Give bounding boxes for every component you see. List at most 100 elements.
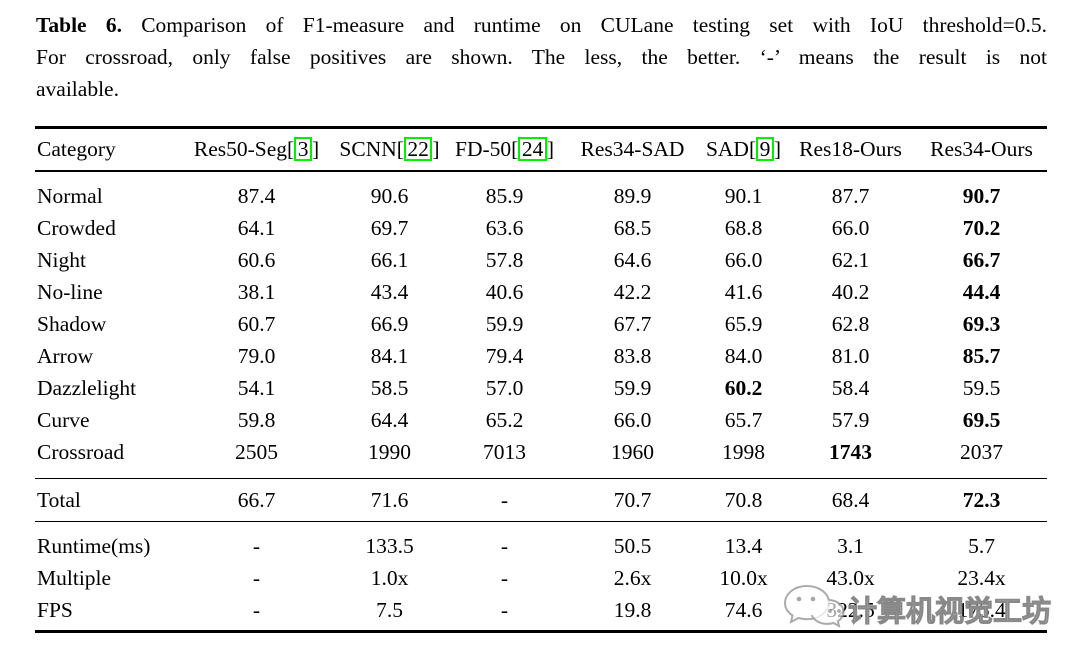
cell-value: 64.1 [237, 215, 276, 240]
cell-value: 71.6 [370, 487, 409, 512]
cell-value: 322.5 [826, 597, 875, 622]
cell-value: 59.5 [962, 375, 1001, 400]
cell-value: 66.7 [237, 487, 276, 512]
cell-value: 66.0 [613, 407, 652, 432]
row-category-label: No-line [37, 279, 103, 304]
cell-value: 2.6x [613, 565, 652, 590]
row-category-label: Curve [37, 407, 90, 432]
cell-value: 10.0x [719, 565, 768, 590]
cell-value: 57.8 [485, 247, 524, 272]
caption-text-1: Comparison of F1-measure and runtime on … [141, 13, 1047, 37]
cell-value: 58.5 [370, 375, 409, 400]
cell-value: 1743 [829, 439, 872, 464]
cell-value: 87.4 [237, 183, 276, 208]
table-row-normal: Normal 87.4 90.6 85.9 89.9 90.1 87.7 90.7 [35, 171, 1047, 212]
table-caption: Table 6. Comparison of F1-measure and ru… [36, 9, 1047, 105]
category-rows: Normal 87.4 90.6 85.9 89.9 90.1 87.7 90.7 Crowde… [35, 171, 1047, 479]
cell-value: 7.5 [376, 597, 403, 622]
cell-value: 64.6 [613, 247, 652, 272]
cell-value: 19.8 [613, 597, 652, 622]
cell-value: 79.4 [485, 343, 524, 368]
cell-value: 60.2 [724, 375, 763, 400]
caption-label: Table 6. [36, 13, 122, 37]
column-header-fd-50: FD-50[24] [455, 137, 554, 161]
cell-value: 69.5 [962, 407, 1001, 432]
caption-line-3: available. [36, 77, 119, 101]
citation-link[interactable]: 22 [403, 137, 433, 161]
cell-value: 60.6 [237, 247, 276, 272]
cell-value: 79.0 [237, 343, 276, 368]
cell-value: 3.1 [837, 533, 864, 558]
cell-value: - [500, 533, 509, 558]
cell-value: 66.9 [370, 311, 409, 336]
cell-value: 1998 [722, 439, 765, 464]
cell-value: 87.7 [831, 183, 870, 208]
cell-value: 89.9 [613, 183, 652, 208]
row-category-label: Runtime(ms) [37, 533, 151, 558]
cell-value: 2505 [235, 439, 278, 464]
column-header-res34-sad: Res34-SAD [580, 137, 685, 161]
table-row-crowded: Crowded 64.1 69.7 63.6 68.5 68.8 66.0 70.2 [35, 212, 1047, 244]
cell-value: 84.1 [370, 343, 409, 368]
cell-value: 1990 [368, 439, 411, 464]
cell-value: 66.0 [724, 247, 763, 272]
cell-value: 7013 [483, 439, 526, 464]
cell-value: 90.7 [962, 183, 1001, 208]
cell-value: 133.5 [365, 533, 414, 558]
citation-link[interactable]: 3 [294, 137, 312, 161]
cell-value: 65.9 [724, 311, 763, 336]
cell-value: - [500, 487, 509, 512]
cell-value: 66.7 [962, 247, 1001, 272]
cell-value: 84.0 [724, 343, 763, 368]
cell-value: 69.3 [962, 311, 1001, 336]
cell-value: 70.8 [724, 487, 763, 512]
citation-link[interactable]: 9 [756, 137, 774, 161]
cell-value: 57.9 [831, 407, 870, 432]
cell-value: 1960 [611, 439, 654, 464]
cell-value: 68.4 [831, 487, 870, 512]
cell-value: - [500, 565, 509, 590]
cell-value: 41.6 [724, 279, 763, 304]
column-header-category: Category [37, 137, 116, 161]
cell-value: 1.0x [370, 565, 409, 590]
cell-value: 59.9 [613, 375, 652, 400]
cell-value: 90.6 [370, 183, 409, 208]
table-row-fps: FPS - 7.5 - 19.8 74.6 322.5 175.4 [35, 594, 1047, 632]
citation-link[interactable]: 24 [518, 137, 547, 161]
column-header-res50-seg: Res50-Seg[3] [193, 137, 320, 161]
table-row-shadow: Shadow 60.7 66.9 59.9 67.7 65.9 62.8 69.3 [35, 308, 1047, 340]
cell-value: 85.9 [485, 183, 524, 208]
table-row-curve: Curve 59.8 64.4 65.2 66.0 65.7 57.9 69.5 [35, 404, 1047, 436]
row-category-label: Arrow [37, 343, 94, 368]
cell-value: 175.4 [957, 597, 1006, 622]
table-row-crossroad: Crossroad 2505 1990 7013 1960 1998 1743 2037 [35, 436, 1047, 479]
caption-line-2: For crossroad, only false positives are … [36, 45, 1047, 69]
cell-value: 66.0 [831, 215, 870, 240]
cell-value: 72.3 [962, 487, 1001, 512]
row-category-label: Shadow [37, 311, 107, 336]
cell-value: - [500, 597, 509, 622]
cell-value: 40.2 [831, 279, 870, 304]
cell-value: 59.8 [237, 407, 276, 432]
cell-value: 42.2 [613, 279, 652, 304]
table-row-night: Night 60.6 66.1 57.8 64.6 66.0 62.1 66.7 [35, 244, 1047, 276]
cell-value: 65.2 [485, 407, 524, 432]
row-category-label: Crowded [37, 215, 116, 240]
cell-value: 44.4 [962, 279, 1001, 304]
cell-value: 90.1 [724, 183, 763, 208]
cell-value: 13.4 [724, 533, 763, 558]
results-table-wrap: Category Res50-Seg[3] SCNN[22] FD-50[24] Res… [35, 126, 1047, 633]
cell-value: 58.4 [831, 375, 870, 400]
cell-value: 60.7 [237, 311, 276, 336]
table-row-arrow: Arrow 79.0 84.1 79.4 83.8 84.0 81.0 85.7 [35, 340, 1047, 372]
row-category-label: Dazzlelight [37, 375, 137, 400]
cell-value: 59.9 [485, 311, 524, 336]
cell-value: - [252, 597, 261, 622]
cell-value: - [252, 533, 261, 558]
cell-value: 66.1 [370, 247, 409, 272]
table-header: Category Res50-Seg[3] SCNN[22] FD-50[24] Res… [35, 128, 1047, 171]
table-row-runtime-ms: Runtime(ms) - 133.5 - 50.5 13.4 3.1 5.7 [35, 522, 1047, 563]
cell-value: 5.7 [968, 533, 995, 558]
cell-value: 67.7 [613, 311, 652, 336]
results-table: Category Res50-Seg[3] SCNN[22] FD-50[24] Res… [35, 126, 1047, 633]
